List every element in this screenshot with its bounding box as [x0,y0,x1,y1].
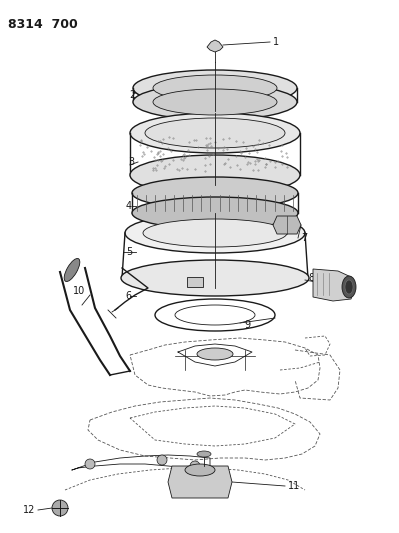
Ellipse shape [155,299,275,331]
Ellipse shape [125,213,305,253]
Circle shape [157,455,167,465]
Text: 3: 3 [128,157,134,167]
Text: 4: 4 [126,201,132,211]
Text: 12: 12 [23,505,35,515]
Bar [187,277,203,287]
Text: 11: 11 [288,481,300,491]
Ellipse shape [130,155,300,195]
Ellipse shape [185,464,215,476]
Text: 8314  700: 8314 700 [8,18,78,31]
Polygon shape [168,466,232,498]
Ellipse shape [64,259,80,281]
Ellipse shape [197,451,211,457]
Text: 1: 1 [273,37,279,47]
Polygon shape [273,216,301,234]
Ellipse shape [133,84,297,120]
Ellipse shape [153,89,277,115]
Text: 10: 10 [73,286,85,296]
Ellipse shape [175,305,255,325]
Circle shape [52,500,68,516]
Text: 7: 7 [301,233,307,243]
Polygon shape [207,40,223,52]
Circle shape [190,461,200,471]
Ellipse shape [345,280,353,294]
Ellipse shape [130,113,300,153]
Text: 8: 8 [308,273,314,283]
Ellipse shape [342,276,356,298]
Text: 2: 2 [130,90,136,100]
Circle shape [85,459,95,469]
Ellipse shape [133,70,297,106]
Ellipse shape [121,260,309,296]
Text: 6: 6 [126,291,132,301]
Polygon shape [313,269,355,301]
Text: 9: 9 [244,320,250,330]
Text: 5: 5 [126,247,132,257]
Ellipse shape [153,75,277,101]
Ellipse shape [132,197,298,229]
Ellipse shape [197,348,233,360]
Ellipse shape [145,118,285,148]
Ellipse shape [132,177,298,209]
Ellipse shape [143,219,287,247]
